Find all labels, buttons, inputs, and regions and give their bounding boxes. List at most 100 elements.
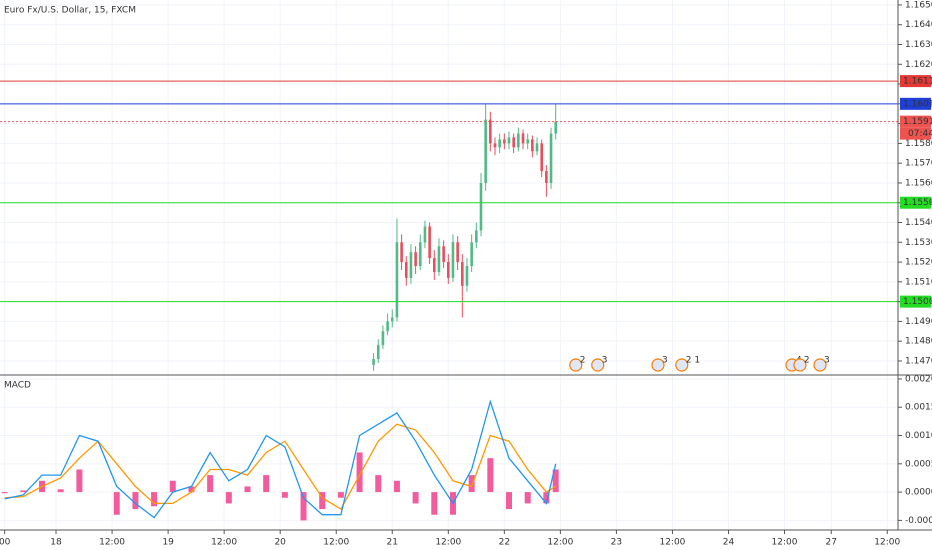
event-icon (793, 358, 807, 372)
event-count: 2 1 (686, 356, 700, 366)
countdown-bg (900, 127, 931, 140)
y-tick-label: 1.14800 (905, 337, 932, 347)
level-label-bg (900, 115, 931, 128)
pane-title: MACD (4, 381, 31, 391)
candle-body (526, 139, 529, 144)
candle-body (545, 171, 548, 183)
y-tick-label: 1.15700 (905, 159, 932, 169)
event-count: 3 (602, 356, 608, 366)
histogram-bar (412, 492, 419, 504)
candle-body (386, 321, 389, 332)
candle-body (376, 345, 380, 359)
y-tick-label: 0.0015 (905, 403, 932, 413)
histogram-bar (487, 458, 494, 493)
level-label: 1.16000 (903, 99, 932, 109)
histogram-bar (57, 489, 64, 493)
candle-body (456, 242, 459, 263)
candle-body (475, 230, 478, 243)
x-tick-label: 24 (723, 538, 735, 548)
event-icon (675, 358, 689, 372)
y-tick-label: 0.0005 (905, 459, 932, 469)
level-label-bg (900, 196, 931, 209)
x-tick-label: 18 (50, 538, 62, 548)
level-label-bg (900, 295, 931, 308)
level-label-bg (900, 75, 931, 88)
candle-body (409, 252, 413, 278)
histogram-bar (1, 492, 8, 494)
macd-line (4, 399, 557, 519)
x-tick-label: 12:00 (323, 538, 349, 548)
candle-body (432, 258, 436, 272)
level-label: 1.16115 (903, 77, 932, 87)
candle-body (507, 137, 511, 144)
event-count: 2 (580, 356, 586, 366)
candle-body (531, 139, 534, 152)
y-tick-label: 1.15600 (905, 178, 932, 188)
level-label: 1.15500 (903, 198, 932, 208)
y-tick-label: 1.15400 (905, 218, 932, 228)
x-tick-label: 21 (387, 538, 398, 548)
x-tick-label: 23 (611, 538, 622, 548)
event-count: 2 (804, 356, 810, 366)
candle-body (461, 262, 464, 286)
y-tick-label: 1.16400 (905, 20, 932, 30)
histogram-bar (20, 490, 27, 493)
event-icon (651, 358, 665, 372)
histogram-bar (506, 492, 513, 510)
candle-body (400, 242, 403, 263)
histogram-bar (543, 492, 550, 504)
x-tick-label: 19 (162, 538, 174, 548)
candle-body (489, 119, 492, 144)
histogram-bar (468, 475, 475, 493)
x-tick-label: 12:00 (874, 538, 900, 548)
y-tick-label: 1.15200 (905, 258, 932, 268)
candle-body (549, 133, 553, 183)
histogram-bar (76, 469, 83, 493)
histogram-bar (319, 492, 326, 510)
candle-body (428, 226, 431, 259)
x-tick-label: 22 (499, 538, 510, 548)
histogram-bar (552, 469, 559, 493)
histogram-bar (337, 492, 344, 498)
y-tick-label: 1.15800 (905, 139, 932, 149)
histogram-bar (244, 486, 251, 493)
event-icon (569, 358, 583, 372)
histogram-bar (281, 492, 288, 498)
histogram-bar (431, 492, 438, 515)
histogram-bar (207, 475, 214, 493)
histogram-bar (375, 475, 382, 493)
histogram-bar (393, 480, 400, 493)
histogram-bar (151, 492, 158, 507)
candle-body (535, 143, 539, 152)
countdown: 07:44 (908, 129, 932, 139)
histogram-bar (263, 475, 270, 493)
candle-body (484, 119, 487, 183)
candle-body (503, 139, 506, 144)
candle-body (451, 242, 455, 278)
candle-body (381, 331, 385, 346)
candle-body (404, 262, 408, 278)
y-tick-label: 1.16500 (905, 0, 932, 10)
x-tick-label: 12:00 (659, 538, 685, 548)
candle-body (521, 133, 525, 144)
x-tick-label: 12:00 (99, 538, 125, 548)
pane-title: Euro Fx/U.S. Dollar, 15, FXCM (4, 6, 136, 16)
histogram-bar (132, 492, 139, 510)
candle-body (465, 266, 469, 286)
event-icon (813, 358, 827, 372)
candle-body (437, 246, 441, 272)
candle-body (498, 139, 501, 148)
event-count: 3 (662, 356, 668, 366)
x-tick-label: 12:00 (547, 538, 573, 548)
candle-body (423, 226, 427, 243)
y-tick-label: 1.16300 (905, 40, 932, 50)
candle-body (414, 252, 417, 267)
candle-body (479, 182, 483, 231)
level-label-bg (900, 97, 931, 110)
histogram-bar (188, 486, 195, 493)
histogram-bar (356, 452, 363, 493)
